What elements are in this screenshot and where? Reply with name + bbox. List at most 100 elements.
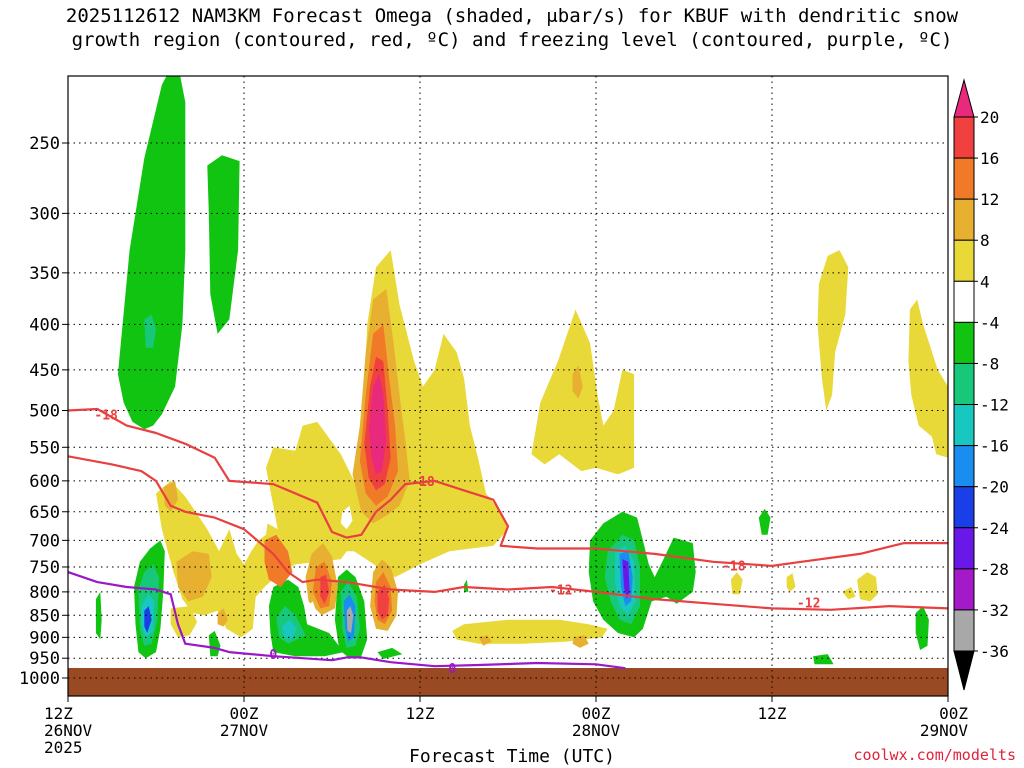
omega-region-2 [207, 155, 240, 334]
plot-frame [67, 75, 949, 697]
omega-region-25 [464, 579, 469, 592]
x-tick-label-24-0: 12Z [406, 704, 435, 723]
x-tick-label-12-1: 27NOV [220, 721, 269, 740]
colorbar-label-9: -20 [980, 478, 1009, 497]
x-tick-label-0-2: 2025 [44, 738, 83, 757]
omega-region-22 [758, 508, 771, 535]
freezing-label-0: 0 [269, 648, 277, 663]
contour-line-1 [68, 455, 948, 611]
x-tick-label-0-1: 26NOV [44, 721, 93, 740]
colorbar-label-3: 8 [980, 231, 990, 250]
omega-region-23 [813, 654, 834, 665]
omega-region-30 [908, 299, 948, 458]
contour-line-2 [68, 571, 626, 670]
omega-gap-0 [355, 559, 369, 583]
colorbar-swatch-11 [953, 568, 975, 611]
freezing-label-1: 0 [448, 662, 456, 677]
colorbar-label-6: -8 [980, 354, 999, 373]
omega-region-29 [817, 250, 849, 411]
y-tick-label-750: 750 [29, 558, 60, 578]
credit-text: coolwx.com/modelts [853, 746, 1016, 764]
y-tick-label-950: 950 [29, 649, 60, 669]
omega-region-16 [377, 647, 403, 659]
grid-layer [67, 76, 949, 696]
colorbar-label-0: 20 [980, 108, 999, 127]
omega-region-50 [478, 635, 492, 646]
contour-line-0 [68, 407, 948, 567]
omega-region-51 [572, 365, 583, 399]
colorbar: 20 16 12 8 4 -4 -8 -12 -16 -20 -24 -28 -32 -36 [953, 78, 1009, 691]
y-tick-label-350: 350 [29, 264, 60, 284]
dgz-label-1: -18 [411, 475, 435, 490]
colorbar-swatch-3 [953, 239, 975, 282]
axis-layer: 250 300 350 400 450 500 550 600 650 700 750 800 850 9… [19, 75, 969, 757]
colorbar-label-4: 4 [980, 272, 990, 291]
colorbar-swatch-9 [953, 486, 975, 529]
contour-layer [68, 407, 948, 670]
y-tick-label-650: 650 [29, 503, 60, 523]
omega-region-48 [163, 480, 178, 512]
x-tick-label-36-0: 00Z [582, 704, 611, 723]
colorbar-swatch-7 [953, 404, 975, 447]
omega-region-34 [842, 587, 856, 600]
y-tick-label-600: 600 [29, 472, 60, 492]
colorbar-swatch-12 [953, 609, 975, 652]
omega-region-49 [572, 635, 589, 648]
y-tick-label-700: 700 [29, 531, 60, 551]
colorbar-swatch-1 [953, 157, 975, 200]
colorbar-label-1: 16 [980, 149, 999, 168]
colorbar-swatch-0 [953, 116, 975, 159]
dgz-label-0: -18 [94, 408, 118, 423]
y-tick-label-450: 450 [29, 361, 60, 381]
omega-region-11 [282, 619, 297, 640]
y-tick-label-300: 300 [29, 204, 60, 224]
omega-region-33 [786, 573, 796, 592]
colorbar-swatch-4 [953, 280, 975, 323]
omega-region-52 [217, 608, 228, 627]
colorbar-label-12: -32 [980, 601, 1009, 620]
colorbar-swatch-10 [953, 527, 975, 570]
x-tick-label-60-1: 29NOV [920, 721, 969, 740]
y-tick-label-250: 250 [29, 134, 60, 154]
y-tick-label-500: 500 [29, 402, 60, 422]
omega-region-6 [144, 606, 152, 633]
omega-region-17 [588, 511, 696, 638]
omega-region-15 [346, 606, 354, 633]
colorbar-label-5: -4 [980, 313, 999, 332]
y-tick-label-800: 800 [29, 583, 60, 603]
colorbar-swatch-2 [953, 198, 975, 241]
omega-region-42 [320, 574, 330, 604]
colorbar-label-2: 12 [980, 190, 999, 209]
chart-title: 2025112612 NAM3KM Forecast Omega (shaded… [0, 4, 1024, 52]
colorbar-swatch-6 [953, 362, 975, 406]
colorbar-label-8: -16 [980, 437, 1009, 456]
x-tick-label-36-1: 28NOV [572, 721, 621, 740]
omega-region-32 [730, 572, 743, 595]
omega-region-31 [857, 572, 878, 602]
omega-region-8 [208, 630, 221, 657]
y-tick-label-1000: 1000 [19, 669, 60, 689]
colorbar-label-13: -36 [980, 642, 1009, 661]
omega-region-45 [377, 584, 390, 620]
chart-title-line-1: 2025112612 NAM3KM Forecast Omega (shaded… [65, 5, 959, 27]
colorbar-swatch-5 [953, 321, 975, 364]
omega-region-24 [915, 606, 929, 650]
omega-region-21 [622, 559, 630, 600]
omega-region-27 [531, 309, 635, 475]
y-tick-label-400: 400 [29, 315, 60, 335]
contour-label-layer: -18 -18 -18 -12 -12 0 0 [94, 408, 820, 677]
omega-gap-1 [307, 601, 316, 616]
colorbar-swatch-8 [953, 445, 975, 488]
y-tick-label-850: 850 [29, 606, 60, 626]
y-tick-label-550: 550 [29, 438, 60, 458]
dgz-label-2: -18 [722, 559, 746, 574]
chart-title-line-2: growth region (contoured, red, ºC) and f… [71, 29, 953, 51]
colorbar-label-7: -12 [980, 396, 1009, 415]
omega-region-0 [117, 76, 186, 430]
x-tick-label-12-0: 00Z [230, 704, 259, 723]
dgz-label-4: -12 [797, 596, 820, 611]
colorbar-label-10: -24 [980, 519, 1009, 538]
dgz-label-3: -12 [549, 583, 572, 598]
omega-region-7 [95, 591, 102, 640]
